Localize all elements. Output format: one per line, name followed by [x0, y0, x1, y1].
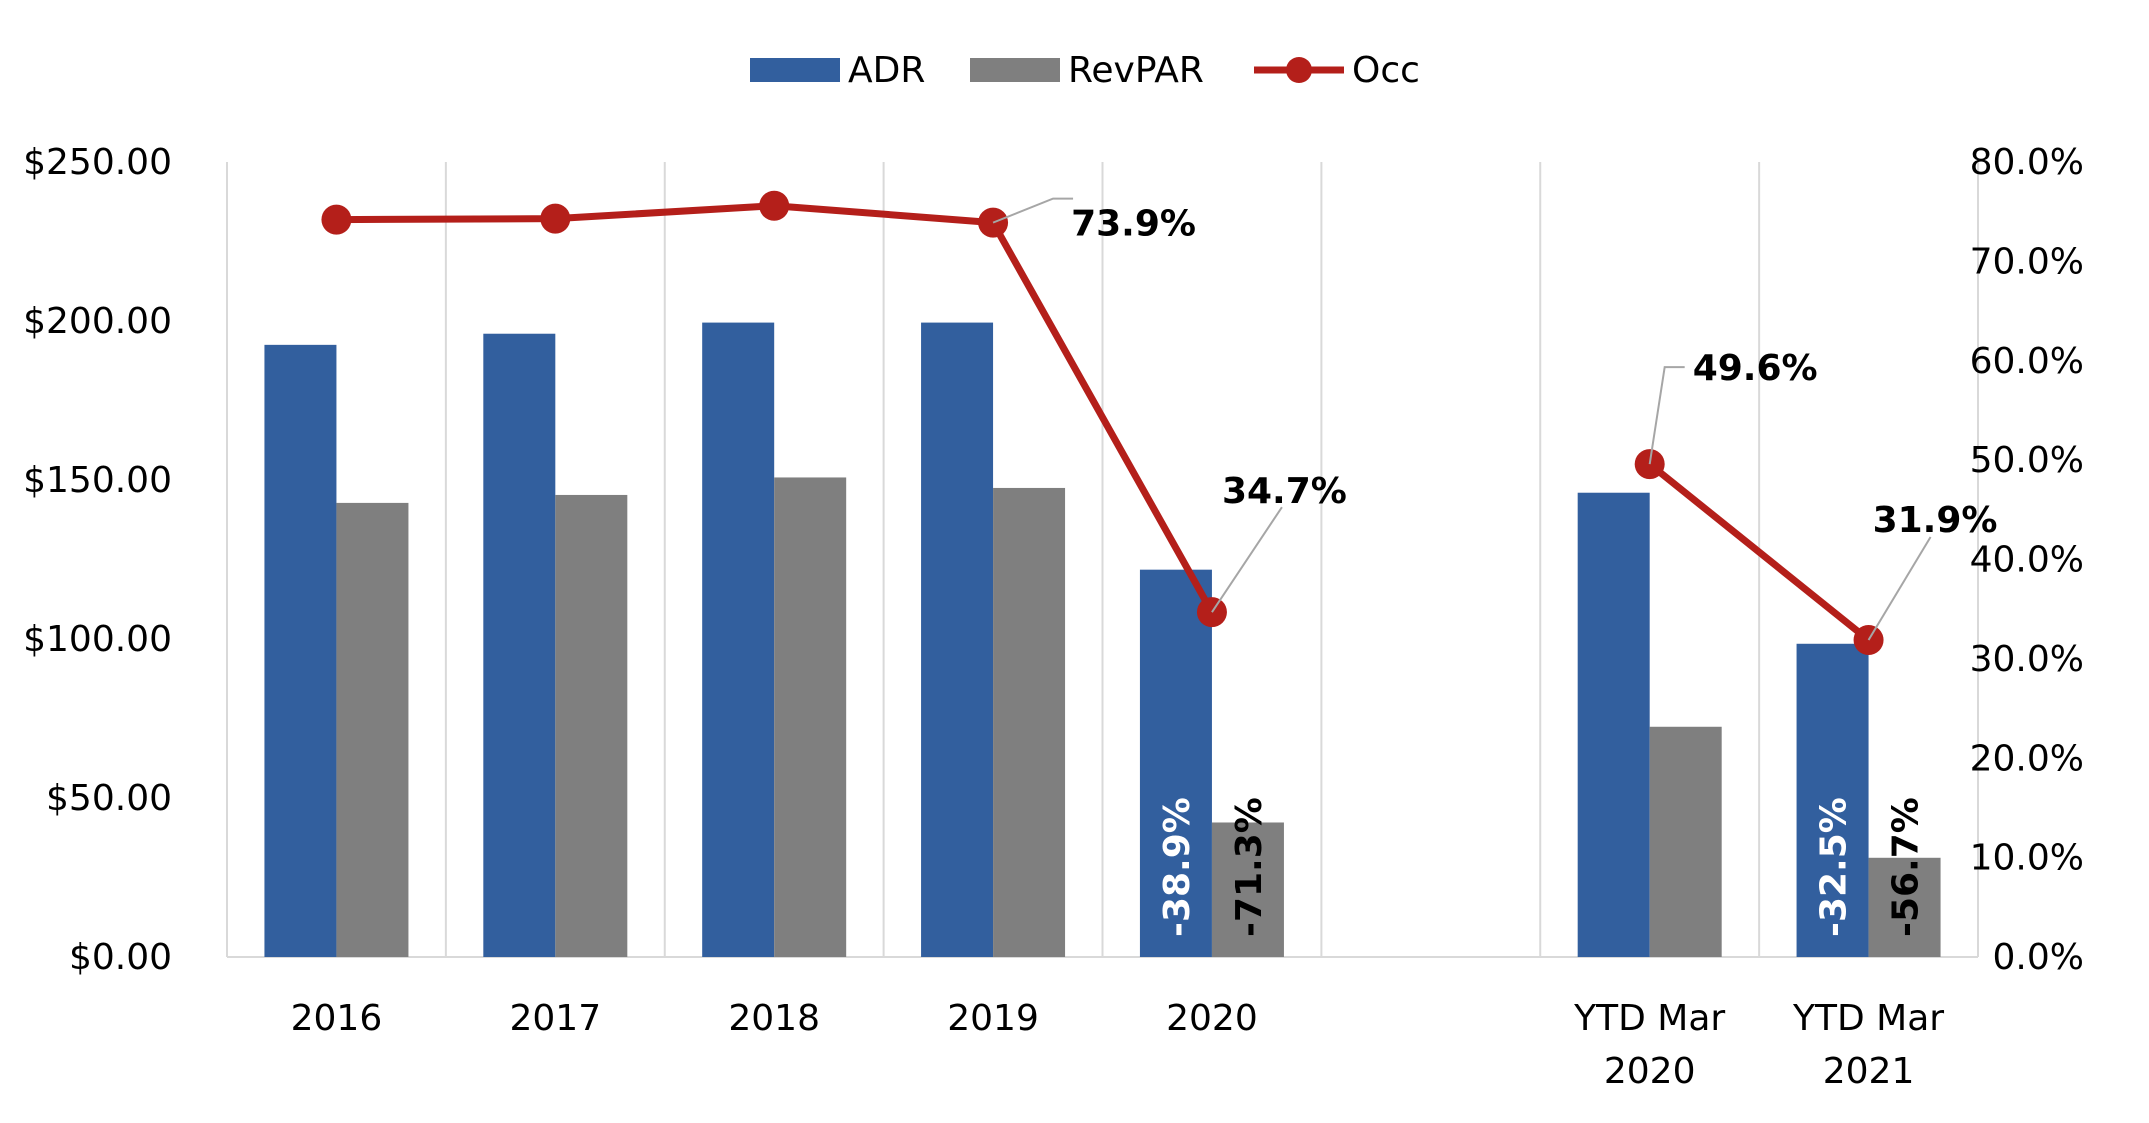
- occ-data-label: 34.7%: [1222, 471, 1347, 512]
- right-axis-tick-label: 60.0%: [1970, 341, 2084, 382]
- bar-revpar: [774, 477, 847, 957]
- right-axis-tick-label: 20.0%: [1970, 738, 2084, 779]
- bar-adr: [1796, 643, 1869, 957]
- right-axis-tick-label: 10.0%: [1970, 838, 2084, 879]
- bar-adr: [1139, 569, 1212, 957]
- annotation-leader-line: [1867, 536, 1932, 641]
- category-tick-label: 2020: [1604, 1051, 1696, 1092]
- left-axis-tick-label: $0.00: [69, 937, 172, 978]
- bar-adr: [1577, 492, 1650, 957]
- occ-line-segment: [1647, 461, 1871, 643]
- right-axis-tick-label: 30.0%: [1970, 639, 2084, 680]
- category-tick-label: 2017: [510, 998, 602, 1039]
- bar-revpar: [1211, 822, 1284, 957]
- bar-adr: [483, 333, 556, 958]
- bar-change-label: -71.3%: [1229, 797, 1270, 937]
- category-tick-label: 2016: [291, 998, 383, 1039]
- occ-data-label: 49.6%: [1693, 348, 1818, 389]
- bar-change-label: -56.7%: [1886, 797, 1927, 937]
- right-axis-tick-label: 50.0%: [1970, 440, 2084, 481]
- left-axis-tick-label: $100.00: [23, 619, 172, 660]
- occ-point: [759, 190, 790, 221]
- axes: $0.00 $50.00 $100.00 $150.00 $200.00 $250.00 0…: [23, 142, 2084, 1092]
- annotation-leader-line: [1211, 506, 1283, 613]
- right-axis-tick-label: 70.0%: [1970, 241, 2084, 282]
- legend-swatch-adr: [750, 58, 840, 82]
- bar-revpar: [993, 487, 1066, 957]
- bar-revpar: [336, 502, 409, 957]
- bar-change-label: -32.5%: [1814, 797, 1855, 937]
- bar-adr: [921, 322, 994, 958]
- data-labels: 73.9% 34.7% 49.6% 31.9% -38.9% -71.3% -32.5% -5…: [992, 197, 1998, 937]
- legend-label: ADR: [848, 50, 925, 91]
- occ-line: [321, 190, 1884, 655]
- category-tick-label: 2018: [728, 998, 820, 1039]
- legend-swatch-marker: [1286, 57, 1312, 83]
- bar-revpar: [1868, 857, 1941, 957]
- occ-point: [321, 204, 352, 235]
- bar-change-label: -38.9%: [1157, 797, 1198, 937]
- bar-adr: [264, 344, 337, 958]
- category-tick-label: 2019: [947, 998, 1039, 1039]
- legend: ADR RevPAR Occ: [750, 50, 1420, 91]
- legend-swatch-revpar: [970, 58, 1060, 82]
- right-axis-tick-label: 80.0%: [1970, 142, 2084, 183]
- occ-data-label: 73.9%: [1071, 204, 1196, 245]
- annotation-leader-line: [992, 197, 1074, 224]
- bar-revpar: [1649, 726, 1722, 957]
- legend-label: RevPAR: [1068, 50, 1204, 91]
- annotation-leader-line: [1648, 366, 1685, 465]
- left-axis-tick-label: $250.00: [23, 142, 172, 183]
- grid-lines: [226, 162, 1979, 957]
- occ-point: [540, 203, 571, 234]
- left-axis-tick-label: $50.00: [46, 778, 172, 819]
- left-axis-tick-label: $150.00: [23, 460, 172, 501]
- bar-adr: [702, 322, 775, 958]
- right-axis-tick-label: 40.0%: [1970, 540, 2084, 581]
- category-tick-label: YTD Mar: [1573, 998, 1725, 1039]
- category-tick-label: YTD Mar: [1792, 998, 1944, 1039]
- occ-data-label: 31.9%: [1873, 500, 1998, 541]
- category-tick-label: 2021: [1823, 1051, 1915, 1092]
- legend-label: Occ: [1352, 50, 1420, 91]
- right-axis-tick-label: 0.0%: [1993, 937, 2084, 978]
- bar-revpar: [555, 494, 628, 957]
- left-axis-tick-label: $200.00: [23, 301, 172, 342]
- bars: [264, 322, 1941, 958]
- category-tick-label: 2020: [1166, 998, 1258, 1039]
